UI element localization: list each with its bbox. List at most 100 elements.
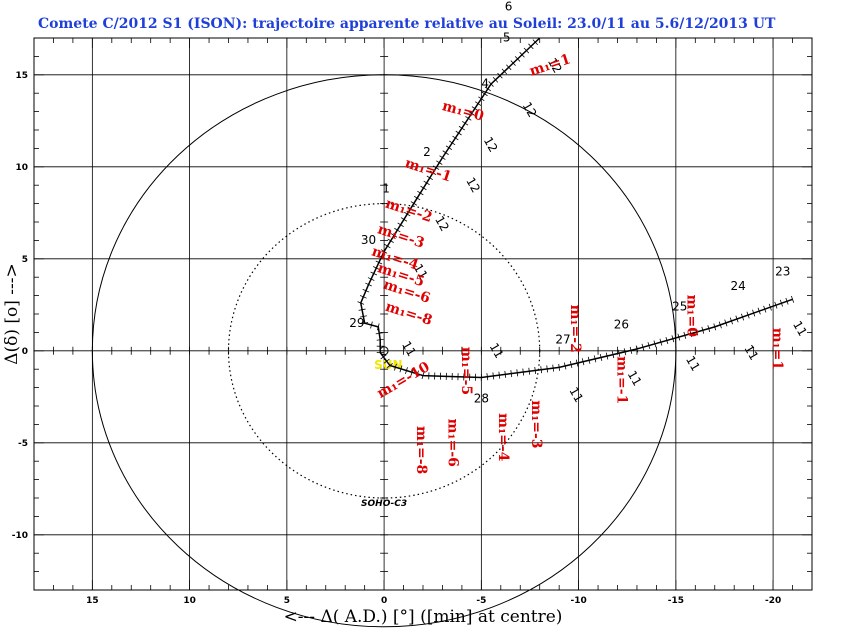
trajectory-hatch bbox=[575, 359, 579, 367]
trajectory-hatch bbox=[611, 351, 615, 359]
magnitude-label: m₁=-4 bbox=[495, 413, 511, 461]
trajectory-hatch bbox=[462, 120, 469, 126]
trajectory-hatch bbox=[763, 305, 767, 313]
month-label: 12 bbox=[463, 175, 483, 195]
trajectory-hatch bbox=[558, 363, 560, 371]
trajectory-hatch bbox=[397, 222, 404, 227]
trajectory-hatch bbox=[516, 369, 519, 377]
trajectory-hatch bbox=[510, 60, 516, 66]
trajectory-hatch bbox=[370, 321, 373, 329]
month-label: 11 bbox=[741, 342, 761, 362]
date-label: 28 bbox=[474, 391, 489, 405]
soho-c3-label: SOHO-C3 bbox=[361, 499, 407, 509]
trajectory-hatch bbox=[432, 165, 440, 170]
trajectory-hatch bbox=[358, 308, 366, 311]
trajectory-hatch bbox=[522, 368, 525, 376]
trajectory-hatch bbox=[488, 81, 494, 87]
trajectory-hatch bbox=[546, 365, 549, 373]
month-label: 12 bbox=[432, 214, 452, 234]
trajectory-hatch bbox=[442, 150, 449, 155]
trajectory-hatch bbox=[735, 315, 739, 323]
date-label: 5 bbox=[503, 31, 511, 45]
month-label: 12 bbox=[545, 55, 565, 75]
trajectory-hatch bbox=[701, 326, 705, 334]
month-label: 11 bbox=[790, 318, 810, 338]
magnitude-label: m₁=-2 bbox=[383, 196, 434, 226]
date-label: 6 bbox=[505, 0, 513, 13]
trajectory-hatch bbox=[449, 140, 456, 146]
y-tick-label: 5 bbox=[22, 255, 28, 265]
trajectory-hatch bbox=[492, 372, 495, 380]
trajectory-hatch bbox=[563, 362, 567, 370]
trajectory-hatch bbox=[599, 353, 603, 361]
date-label: 27 bbox=[555, 332, 570, 346]
trajectory-hatch bbox=[380, 354, 387, 360]
magnitude-label: m₁=-6 bbox=[444, 419, 460, 467]
magnitude-label: m₁=-1 bbox=[614, 356, 630, 404]
trajectory-hatch bbox=[370, 271, 378, 276]
trajectory-hatch bbox=[367, 277, 375, 281]
trajectory-hatch bbox=[695, 328, 699, 336]
trajectory-hatch bbox=[665, 336, 669, 344]
magnitude-label: m₁=1 bbox=[769, 328, 785, 370]
trajectory-hatch bbox=[647, 342, 651, 350]
trajectory-hatch bbox=[532, 39, 538, 45]
date-label: 30 bbox=[361, 233, 376, 247]
x-tick-label: 5 bbox=[284, 596, 290, 606]
date-label: 1 bbox=[382, 182, 390, 196]
x-tick-label: -5 bbox=[476, 596, 486, 606]
trajectory-hatch bbox=[416, 370, 419, 378]
trajectory-hatch bbox=[492, 77, 499, 83]
trajectory-hatch bbox=[707, 325, 711, 333]
trajectory-hatch bbox=[423, 180, 430, 186]
magnitude-label: m₁=-5 bbox=[458, 347, 474, 395]
trajectory-hatch bbox=[497, 72, 503, 79]
magnitude-label: m₁=1 bbox=[527, 51, 572, 79]
magnitude-label: m₁=-8 bbox=[413, 426, 429, 474]
trajectory-hatch bbox=[413, 195, 421, 201]
trajectory-hatch bbox=[445, 145, 453, 151]
y-tick-label: -5 bbox=[18, 439, 28, 449]
trajectory-hatch bbox=[514, 56, 521, 62]
trajectory-hatch bbox=[386, 363, 393, 368]
trajectory-hatch bbox=[468, 111, 475, 116]
trajectory-hatch bbox=[407, 206, 414, 211]
y-tick-label: 15 bbox=[15, 71, 28, 81]
trajectory-hatch bbox=[519, 51, 525, 58]
trajectory-hatch bbox=[399, 365, 403, 373]
trajectory-hatch bbox=[481, 91, 488, 97]
month-label: 11 bbox=[566, 385, 586, 405]
trajectory-hatch bbox=[362, 288, 370, 293]
trajectory-hatch bbox=[506, 64, 512, 71]
trajectory-hatch bbox=[484, 86, 491, 92]
x-tick-label: 0 bbox=[381, 596, 387, 606]
trajectory-hatch bbox=[581, 358, 585, 366]
trajectory-hatch bbox=[383, 358, 390, 364]
trajectory-hatch bbox=[455, 130, 462, 136]
trajectory-hatch bbox=[372, 266, 380, 270]
date-label: 25 bbox=[672, 299, 687, 313]
month-label: 11 bbox=[683, 353, 703, 373]
trajectory-hatch bbox=[746, 311, 750, 319]
trajectory-hatch bbox=[653, 340, 657, 348]
x-tick-label: -20 bbox=[765, 596, 781, 606]
month-label: 12 bbox=[481, 134, 501, 154]
month-label: 12 bbox=[520, 99, 540, 119]
trajectory-hatch bbox=[641, 343, 645, 351]
trajectory-hatch bbox=[605, 352, 609, 360]
x-tick-label: -15 bbox=[668, 596, 684, 606]
trajectory-hatch bbox=[689, 330, 693, 338]
trajectory-hatch bbox=[768, 303, 772, 311]
trajectory-hatch bbox=[629, 346, 633, 354]
trajectory-hatch bbox=[774, 301, 778, 309]
trajectory-hatch bbox=[376, 323, 380, 331]
trajectory-hatch bbox=[569, 361, 573, 369]
trajectory-hatch bbox=[421, 372, 425, 380]
chart-title: Comete C/2012 S1 (ISON): trajectoire app… bbox=[38, 16, 776, 32]
trajectory-hatch bbox=[458, 125, 466, 131]
trajectory-hatch bbox=[671, 335, 675, 343]
trajectory-hatch bbox=[498, 371, 501, 379]
trajectory-hatch bbox=[361, 322, 369, 325]
trajectory-hatch bbox=[359, 295, 367, 299]
